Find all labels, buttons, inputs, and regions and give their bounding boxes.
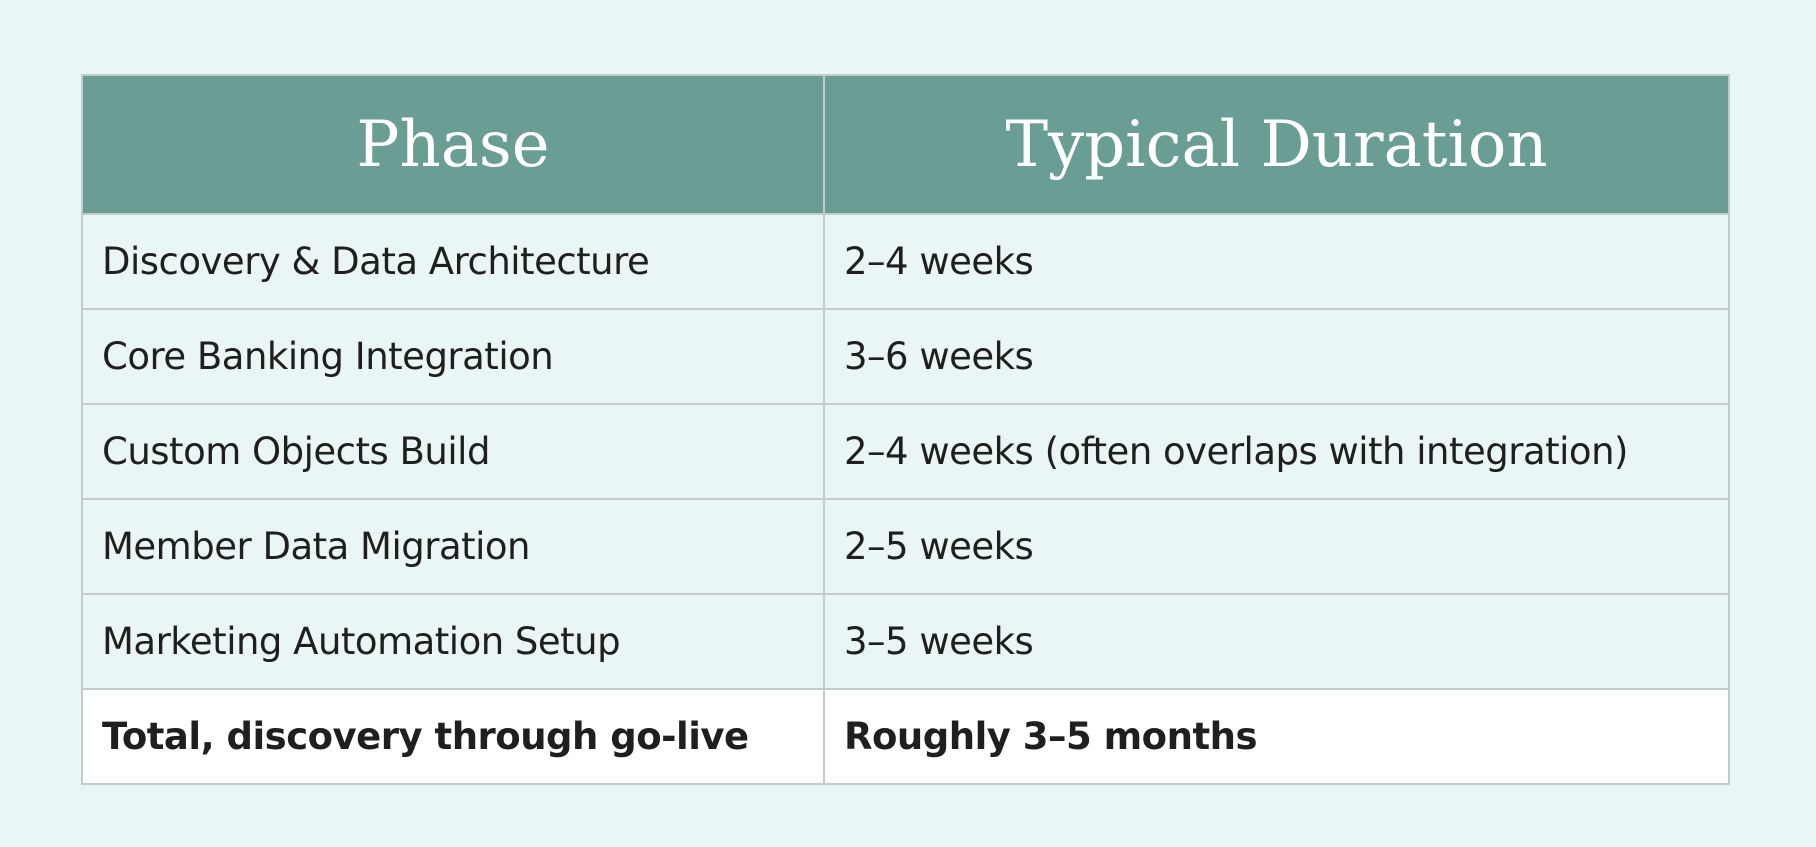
phase-cell: Custom Objects Build: [81, 403, 825, 500]
header-row: Phase Typical Duration: [81, 74, 1730, 215]
phase-cell: Total, discovery through go-live: [81, 688, 825, 785]
table-row: Marketing Automation Setup 3–5 weeks: [81, 593, 1730, 690]
duration-cell: 2–4 weeks: [823, 213, 1730, 310]
table-row: Core Banking Integration 3–6 weeks: [81, 308, 1730, 405]
table-row: Discovery & Data Architecture 2–4 weeks: [81, 213, 1730, 310]
phase-table: Phase Typical Duration Discovery & Data …: [81, 74, 1730, 785]
total-row: Total, discovery through go-live Roughly …: [81, 688, 1730, 785]
duration-cell: 2–5 weeks: [823, 498, 1730, 595]
phase-cell: Marketing Automation Setup: [81, 593, 825, 690]
column-header: Typical Duration: [823, 74, 1730, 215]
duration-cell: 3–5 weeks: [823, 593, 1730, 690]
table-row: Custom Objects Build 2–4 weeks (often ove…: [81, 403, 1730, 500]
table-body: Discovery & Data Architecture 2–4 weeks Co…: [81, 213, 1730, 785]
phase-cell: Member Data Migration: [81, 498, 825, 595]
phase-cell: Discovery & Data Architecture: [81, 213, 825, 310]
duration-cell: 3–6 weeks: [823, 308, 1730, 405]
phase-cell: Core Banking Integration: [81, 308, 825, 405]
column-header: Phase: [81, 74, 825, 215]
duration-cell: Roughly 3–5 months: [823, 688, 1730, 785]
table-row: Member Data Migration 2–5 weeks: [81, 498, 1730, 595]
duration-cell: 2–4 weeks (often overlaps with integrati…: [823, 403, 1730, 500]
